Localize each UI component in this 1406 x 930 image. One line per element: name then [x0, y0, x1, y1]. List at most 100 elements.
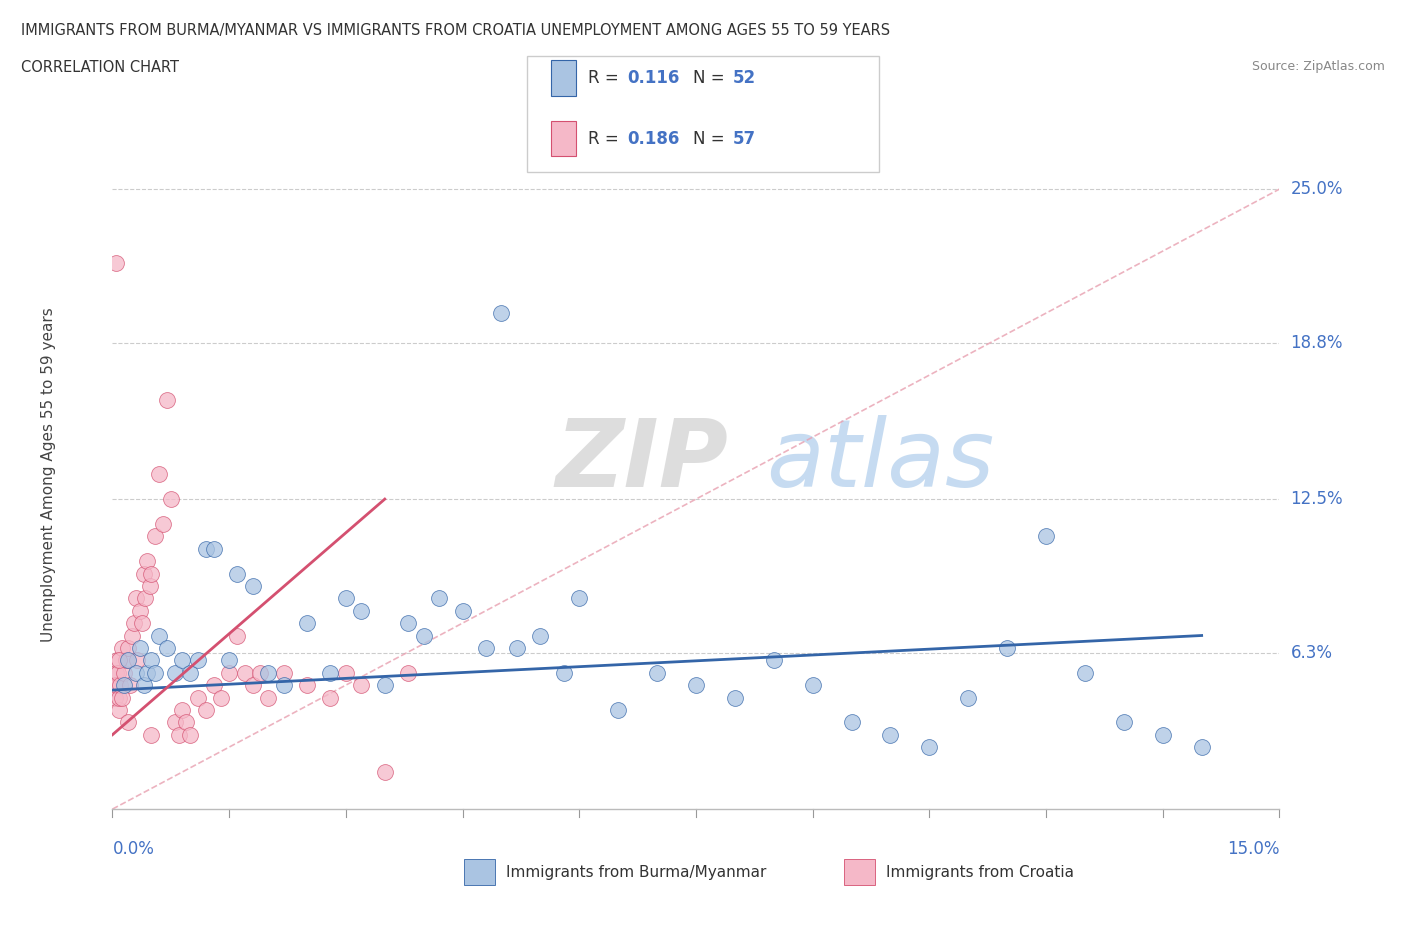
- Point: [335, 665, 357, 680]
- Point: [218, 665, 240, 680]
- Text: 57: 57: [733, 129, 755, 148]
- Point: [141, 653, 163, 668]
- Point: [249, 665, 271, 680]
- Point: [136, 665, 159, 680]
- Point: [131, 616, 153, 631]
- Point: [995, 641, 1018, 656]
- Text: 18.8%: 18.8%: [1291, 334, 1343, 352]
- Point: [319, 690, 342, 705]
- Point: [152, 516, 174, 531]
- Point: [202, 541, 225, 556]
- Point: [295, 616, 318, 631]
- Point: [136, 553, 159, 568]
- Point: [105, 678, 128, 693]
- Point: [529, 628, 551, 643]
- Text: Source: ZipAtlas.com: Source: ZipAtlas.com: [1251, 60, 1385, 73]
- Text: 0.0%: 0.0%: [112, 840, 155, 857]
- Point: [107, 702, 129, 717]
- Point: [1191, 739, 1213, 754]
- Point: [226, 566, 249, 581]
- Text: R =: R =: [588, 129, 624, 148]
- Point: [143, 665, 166, 680]
- Point: [568, 591, 591, 605]
- Point: [118, 678, 141, 693]
- Point: [374, 678, 396, 693]
- Point: [242, 678, 264, 693]
- Point: [841, 715, 863, 730]
- Point: [110, 678, 132, 693]
- Point: [209, 690, 232, 705]
- Point: [1112, 715, 1135, 730]
- Text: 15.0%: 15.0%: [1227, 840, 1279, 857]
- Text: 6.3%: 6.3%: [1291, 644, 1333, 662]
- Point: [194, 541, 217, 556]
- Point: [156, 641, 179, 656]
- Point: [122, 616, 145, 631]
- Point: [685, 678, 707, 693]
- Point: [645, 665, 668, 680]
- Point: [194, 702, 217, 717]
- Text: ZIP: ZIP: [555, 415, 728, 507]
- Point: [104, 690, 127, 705]
- Point: [187, 653, 209, 668]
- Text: N =: N =: [693, 69, 730, 87]
- Point: [1074, 665, 1097, 680]
- Point: [111, 641, 134, 656]
- Point: [762, 653, 785, 668]
- Point: [396, 616, 419, 631]
- Text: IMMIGRANTS FROM BURMA/MYANMAR VS IMMIGRANTS FROM CROATIA UNEMPLOYMENT AMONG AGES: IMMIGRANTS FROM BURMA/MYANMAR VS IMMIGRA…: [21, 23, 890, 38]
- Point: [117, 715, 139, 730]
- Point: [108, 690, 131, 705]
- Point: [491, 306, 513, 321]
- Point: [350, 604, 373, 618]
- Point: [295, 678, 318, 693]
- Point: [167, 727, 190, 742]
- Text: Immigrants from Croatia: Immigrants from Croatia: [886, 865, 1074, 880]
- Point: [134, 591, 156, 605]
- Point: [879, 727, 901, 742]
- Text: Unemployment Among Ages 55 to 59 years: Unemployment Among Ages 55 to 59 years: [41, 307, 56, 642]
- Point: [111, 690, 134, 705]
- Point: [1152, 727, 1174, 742]
- Point: [957, 690, 980, 705]
- Point: [172, 653, 194, 668]
- Point: [179, 727, 201, 742]
- Point: [104, 665, 127, 680]
- Point: [218, 653, 240, 668]
- Point: [139, 578, 162, 593]
- Point: [242, 578, 264, 593]
- Point: [103, 678, 125, 693]
- Point: [233, 665, 256, 680]
- Point: [724, 690, 747, 705]
- Point: [163, 715, 186, 730]
- Point: [607, 702, 630, 717]
- Point: [396, 665, 419, 680]
- Point: [172, 702, 194, 717]
- Text: N =: N =: [693, 129, 730, 148]
- Point: [141, 727, 163, 742]
- Point: [412, 628, 434, 643]
- Text: atlas: atlas: [766, 416, 994, 507]
- Text: 0.186: 0.186: [627, 129, 679, 148]
- Text: 12.5%: 12.5%: [1291, 490, 1343, 508]
- Point: [1035, 529, 1057, 544]
- Point: [143, 529, 166, 544]
- Point: [132, 566, 155, 581]
- Text: 25.0%: 25.0%: [1291, 180, 1343, 198]
- Point: [801, 678, 824, 693]
- Point: [506, 641, 529, 656]
- Point: [105, 256, 128, 271]
- Point: [187, 690, 209, 705]
- Point: [125, 591, 148, 605]
- Point: [125, 665, 148, 680]
- Point: [121, 628, 143, 643]
- Text: 52: 52: [733, 69, 755, 87]
- Text: R =: R =: [588, 69, 624, 87]
- Point: [107, 665, 129, 680]
- Point: [335, 591, 357, 605]
- Text: Immigrants from Burma/Myanmar: Immigrants from Burma/Myanmar: [506, 865, 766, 880]
- Point: [257, 690, 280, 705]
- Point: [117, 641, 139, 656]
- Text: CORRELATION CHART: CORRELATION CHART: [21, 60, 179, 75]
- Point: [132, 678, 155, 693]
